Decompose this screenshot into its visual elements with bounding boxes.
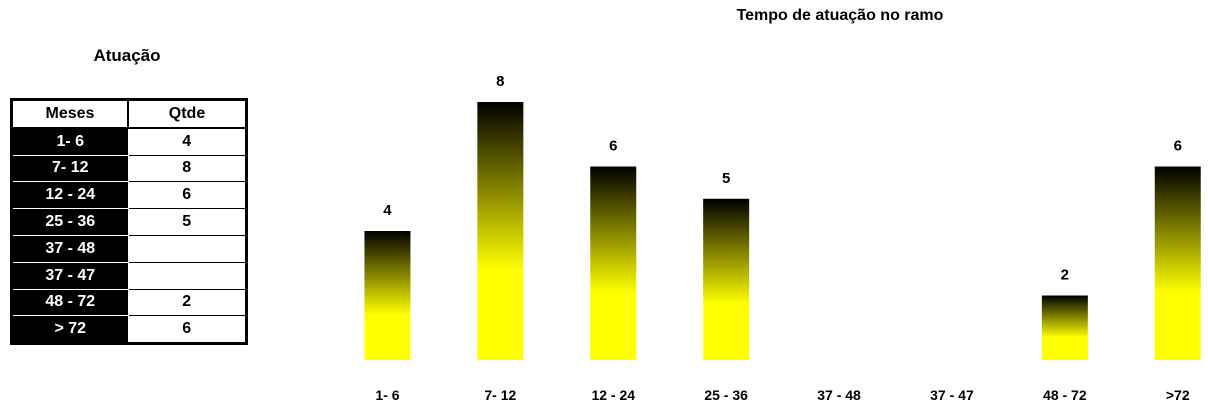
x-tick-label: 48 - 72 — [1043, 387, 1087, 403]
cell — [127, 261, 247, 290]
header-cell: Qtde — [127, 98, 248, 129]
cell: 37 - 48 — [11, 234, 129, 263]
row: 37 - 47 — [11, 261, 247, 290]
row: > 72 6 — [11, 315, 247, 345]
bar — [1154, 166, 1201, 360]
value-label: 5 — [722, 170, 730, 187]
x-tick-label: 25 - 36 — [704, 387, 748, 403]
value-label: 2 — [1061, 267, 1069, 284]
row: 37 - 48 — [11, 234, 247, 263]
bar — [703, 198, 750, 360]
x-tick-label: 1- 6 — [375, 387, 399, 403]
value-label: 4 — [383, 202, 392, 219]
table: Meses Qtde 1- 6 4 7- 12 8 12 - 24 6 25 - 36 5 37 -… — [10, 98, 248, 346]
x-tick-label: 37 - 47 — [930, 387, 974, 403]
row: 12 - 24 6 — [11, 181, 247, 210]
cell: 5 — [127, 208, 247, 236]
cell: 6 — [127, 315, 247, 345]
cell: > 72 — [11, 315, 129, 345]
cell: 2 — [127, 288, 247, 317]
x-tick-label: >72 — [1166, 387, 1190, 403]
value-label: 6 — [609, 138, 617, 155]
bar — [364, 231, 411, 360]
bar — [477, 102, 524, 360]
chart-title: Tempo de atuação no ramo — [737, 7, 944, 24]
row: 48 - 72 2 — [11, 288, 247, 317]
bar — [590, 166, 637, 360]
header-row: Meses Qtde — [10, 98, 248, 129]
cell: 37 - 47 — [11, 261, 129, 290]
cell: 48 - 72 — [11, 288, 129, 317]
table-title: Atuação — [93, 46, 161, 65]
value-label: 6 — [1174, 138, 1182, 155]
x-tick-label: 7- 12 — [484, 387, 516, 403]
x-tick-label: 12 - 24 — [591, 387, 635, 403]
x-tick-label: 37 - 48 — [817, 387, 861, 403]
value-label: 8 — [496, 73, 504, 90]
cell: 4 — [127, 127, 247, 156]
cell: 12 - 24 — [11, 181, 129, 210]
bar — [1041, 295, 1088, 360]
cell: 7- 12 — [11, 154, 129, 183]
row: 25 - 36 5 — [11, 208, 247, 236]
header-cell: Meses — [10, 98, 129, 129]
cell: 6 — [127, 181, 247, 210]
